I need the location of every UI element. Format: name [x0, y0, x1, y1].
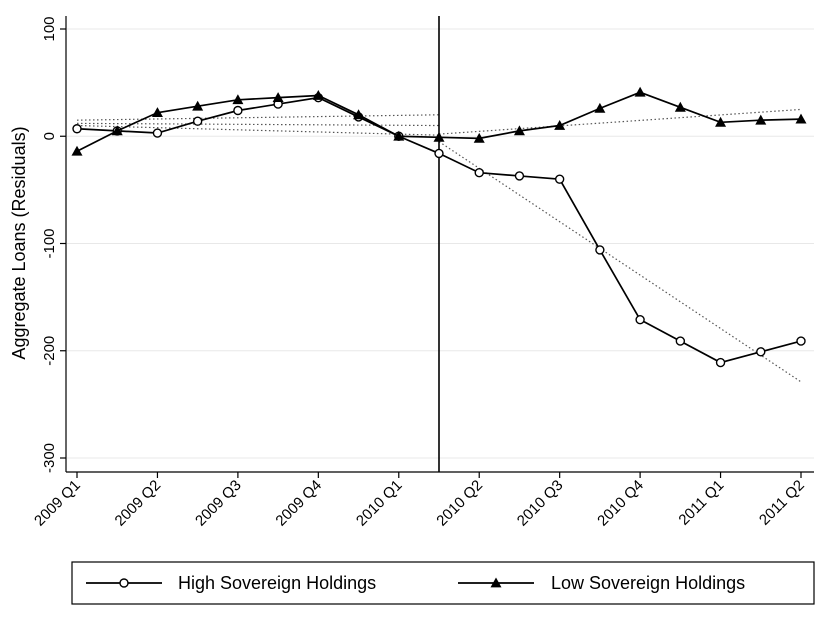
data-point-triangle	[634, 86, 646, 97]
data-point-triangle	[554, 120, 566, 130]
x-tick-label: 2009 Q2	[112, 477, 165, 530]
data-point-triangle	[151, 107, 163, 118]
data-point-circle	[796, 336, 806, 346]
trend-line	[438, 108, 802, 135]
y-tick-label: -300	[41, 443, 58, 473]
data-point-triangle	[393, 130, 405, 141]
data-point-circle	[474, 168, 484, 178]
data-point-triangle	[490, 577, 502, 588]
y-tick-label: -100	[41, 228, 58, 258]
trend-lines	[76, 108, 802, 383]
data-point-triangle	[715, 116, 727, 127]
data-point-circle	[119, 578, 129, 588]
trend-line	[76, 122, 440, 127]
x-tick-label: 2010 Q4	[594, 477, 647, 530]
legend-item: High Sovereign Holdings	[86, 573, 376, 593]
y-axis-title: Aggregate Loans (Residuals)	[9, 126, 29, 359]
x-tick-label: 2010 Q1	[353, 477, 406, 530]
x-tick-label: 2009 Q1	[31, 477, 84, 530]
y-tick-label: 0	[41, 132, 58, 140]
grid-lines	[67, 28, 814, 459]
legend: High Sovereign Holdings Low Sovereign Hol…	[71, 561, 815, 605]
x-tick-label: 2009 Q3	[192, 477, 245, 530]
data-point-triangle	[473, 132, 485, 143]
data-point-circle	[514, 171, 525, 181]
data-point-triangle	[232, 94, 244, 105]
data-point-circle	[635, 314, 645, 325]
data-point-circle	[554, 174, 565, 184]
data-point-triangle	[755, 114, 767, 125]
x-tick-label: 2010 Q2	[433, 477, 486, 530]
data-point-circle	[756, 347, 766, 357]
data-point-circle	[434, 148, 444, 159]
data-point-triangle	[674, 101, 686, 112]
data-point-triangle	[433, 131, 445, 142]
legend-label: High Sovereign Holdings	[178, 573, 376, 593]
data-point-circle	[192, 116, 203, 126]
data-point-triangle	[192, 100, 204, 111]
x-tick-label: 2009 Q4	[272, 477, 325, 530]
x-tick-label: 2011 Q2	[756, 477, 808, 529]
legend-item: Low Sovereign Holdings	[458, 573, 745, 593]
y-tick-label: -200	[41, 336, 58, 366]
data-point-circle	[233, 105, 243, 116]
data-point-triangle	[594, 102, 606, 113]
data-point-triangle	[795, 113, 807, 124]
data-point-triangle	[353, 109, 365, 120]
tick-labels: 100 0 -100 -200 -300 2009 Q1 2009 Q2 2009 Q3 200…	[31, 16, 808, 529]
axes	[60, 16, 814, 478]
series-low-sovereign-holdings	[71, 86, 807, 156]
data-point-triangle	[111, 125, 123, 136]
data-point-triangle	[312, 89, 324, 100]
data-point-circle	[715, 357, 726, 368]
y-tick-label: 100	[41, 16, 58, 41]
legend-label: Low Sovereign Holdings	[551, 573, 745, 593]
trend-line	[76, 124, 440, 136]
data-point-circle	[675, 336, 686, 346]
data-point-triangle	[513, 125, 525, 136]
data-point-circle	[595, 245, 605, 255]
data-point-circle	[152, 128, 163, 138]
x-tick-label: 2011 Q1	[675, 477, 727, 529]
trend-line	[438, 141, 802, 383]
x-tick-label: 2010 Q3	[514, 477, 567, 530]
data-point-circle	[72, 124, 82, 134]
data-point-triangle	[272, 92, 284, 103]
series-layer	[71, 86, 807, 368]
trend-line	[76, 114, 440, 121]
data-point-triangle	[71, 145, 83, 156]
legend-box	[71, 561, 815, 605]
